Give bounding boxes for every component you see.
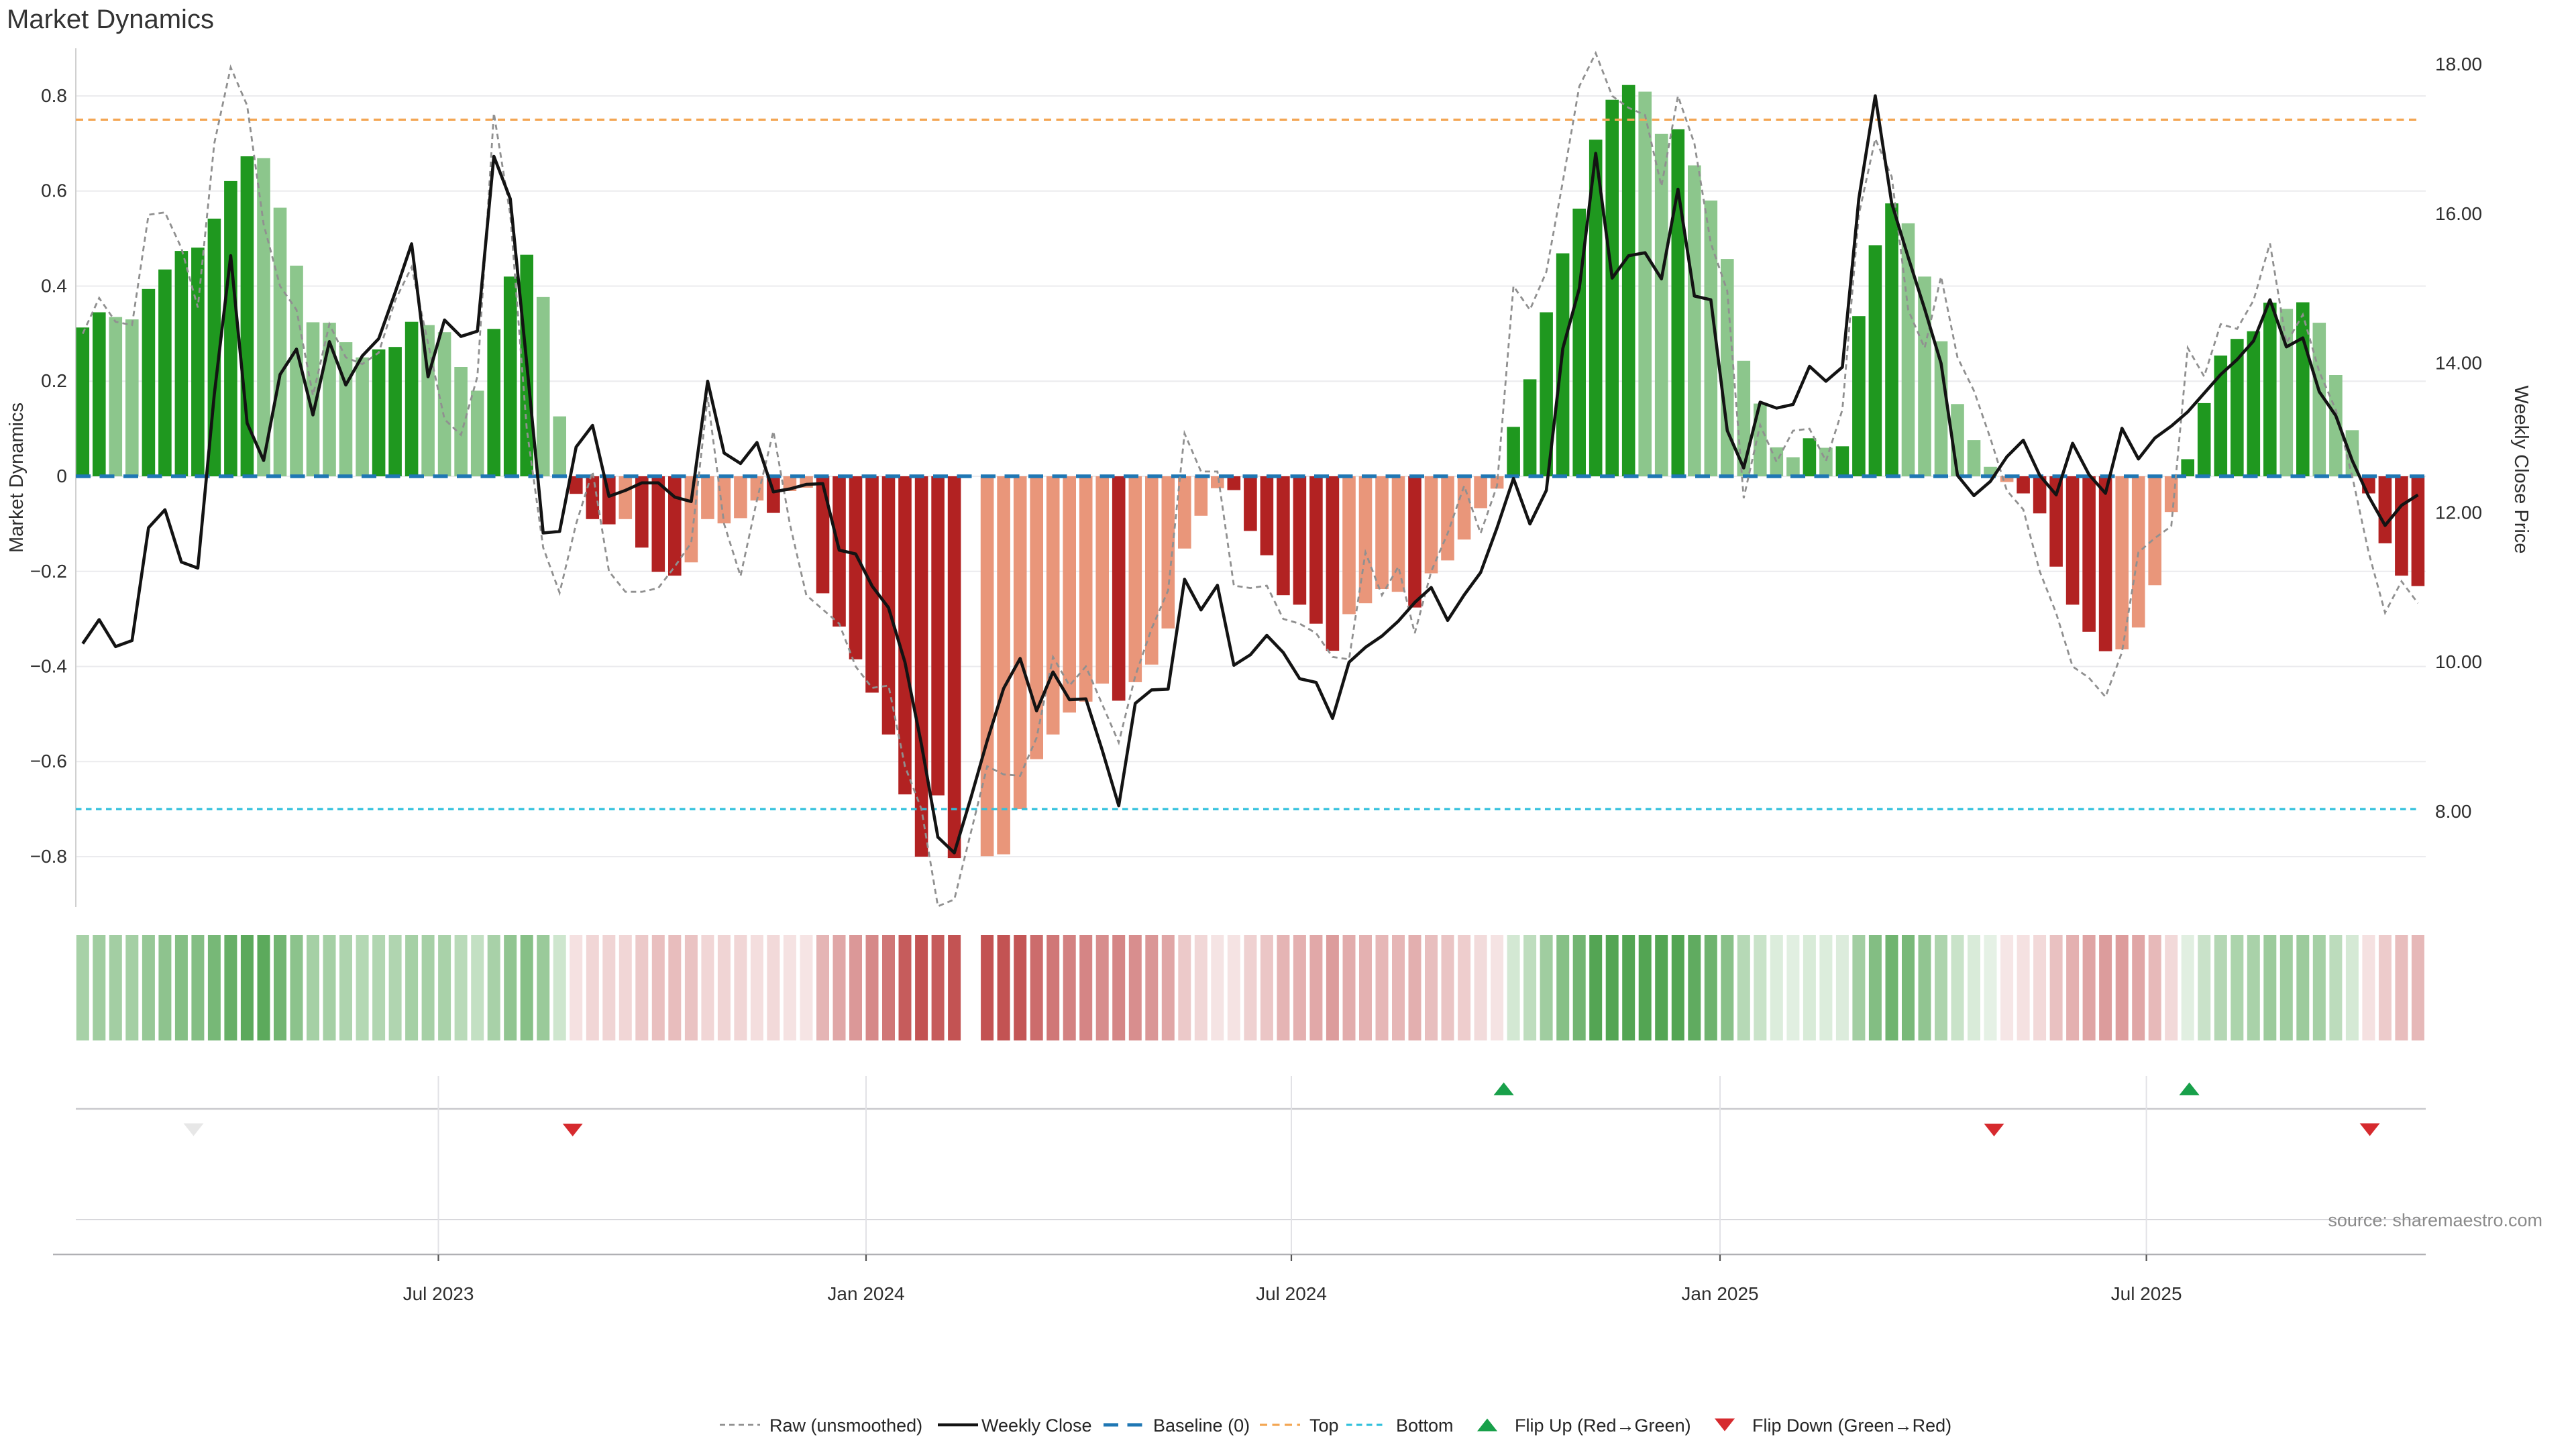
svg-text:14.00: 14.00 [2435, 353, 2482, 374]
svg-text:8.00: 8.00 [2435, 801, 2472, 822]
svg-text:−0.2: −0.2 [30, 561, 67, 582]
svg-text:Weekly Close: Weekly Close [981, 1415, 1092, 1436]
svg-text:Market Dynamics: Market Dynamics [7, 5, 214, 34]
svg-text:Jan 2025: Jan 2025 [1681, 1283, 1758, 1304]
svg-text:0.4: 0.4 [41, 276, 67, 297]
svg-text:Jan 2024: Jan 2024 [827, 1283, 904, 1304]
svg-text:Jul 2023: Jul 2023 [403, 1283, 474, 1304]
svg-text:0.8: 0.8 [41, 85, 67, 106]
svg-text:Flip Up (Red→Green): Flip Up (Red→Green) [1515, 1415, 1691, 1436]
svg-text:Weekly Close Price: Weekly Close Price [2510, 386, 2532, 554]
svg-text:Top: Top [1309, 1415, 1339, 1436]
svg-text:Flip Down (Green→Red): Flip Down (Green→Red) [1752, 1415, 1951, 1436]
svg-text:10.00: 10.00 [2435, 651, 2482, 672]
svg-text:−0.6: −0.6 [30, 751, 67, 771]
svg-text:−0.4: −0.4 [30, 656, 67, 677]
svg-text:0.2: 0.2 [41, 370, 67, 391]
svg-text:Jul 2024: Jul 2024 [1256, 1283, 1327, 1304]
svg-text:18.00: 18.00 [2435, 54, 2482, 74]
svg-text:0.6: 0.6 [41, 180, 67, 201]
svg-text:source: sharemaestro.com: source: sharemaestro.com [2328, 1210, 2542, 1230]
svg-text:−0.8: −0.8 [30, 846, 67, 867]
svg-text:Baseline (0): Baseline (0) [1153, 1415, 1250, 1436]
svg-text:12.00: 12.00 [2435, 502, 2482, 523]
svg-text:Bottom: Bottom [1396, 1415, 1454, 1436]
svg-text:Market Dynamics: Market Dynamics [6, 402, 28, 553]
svg-text:0: 0 [56, 466, 67, 486]
svg-text:Jul 2025: Jul 2025 [2111, 1283, 2182, 1304]
svg-text:16.00: 16.00 [2435, 203, 2482, 224]
svg-text:Raw (unsmoothed): Raw (unsmoothed) [769, 1415, 922, 1436]
